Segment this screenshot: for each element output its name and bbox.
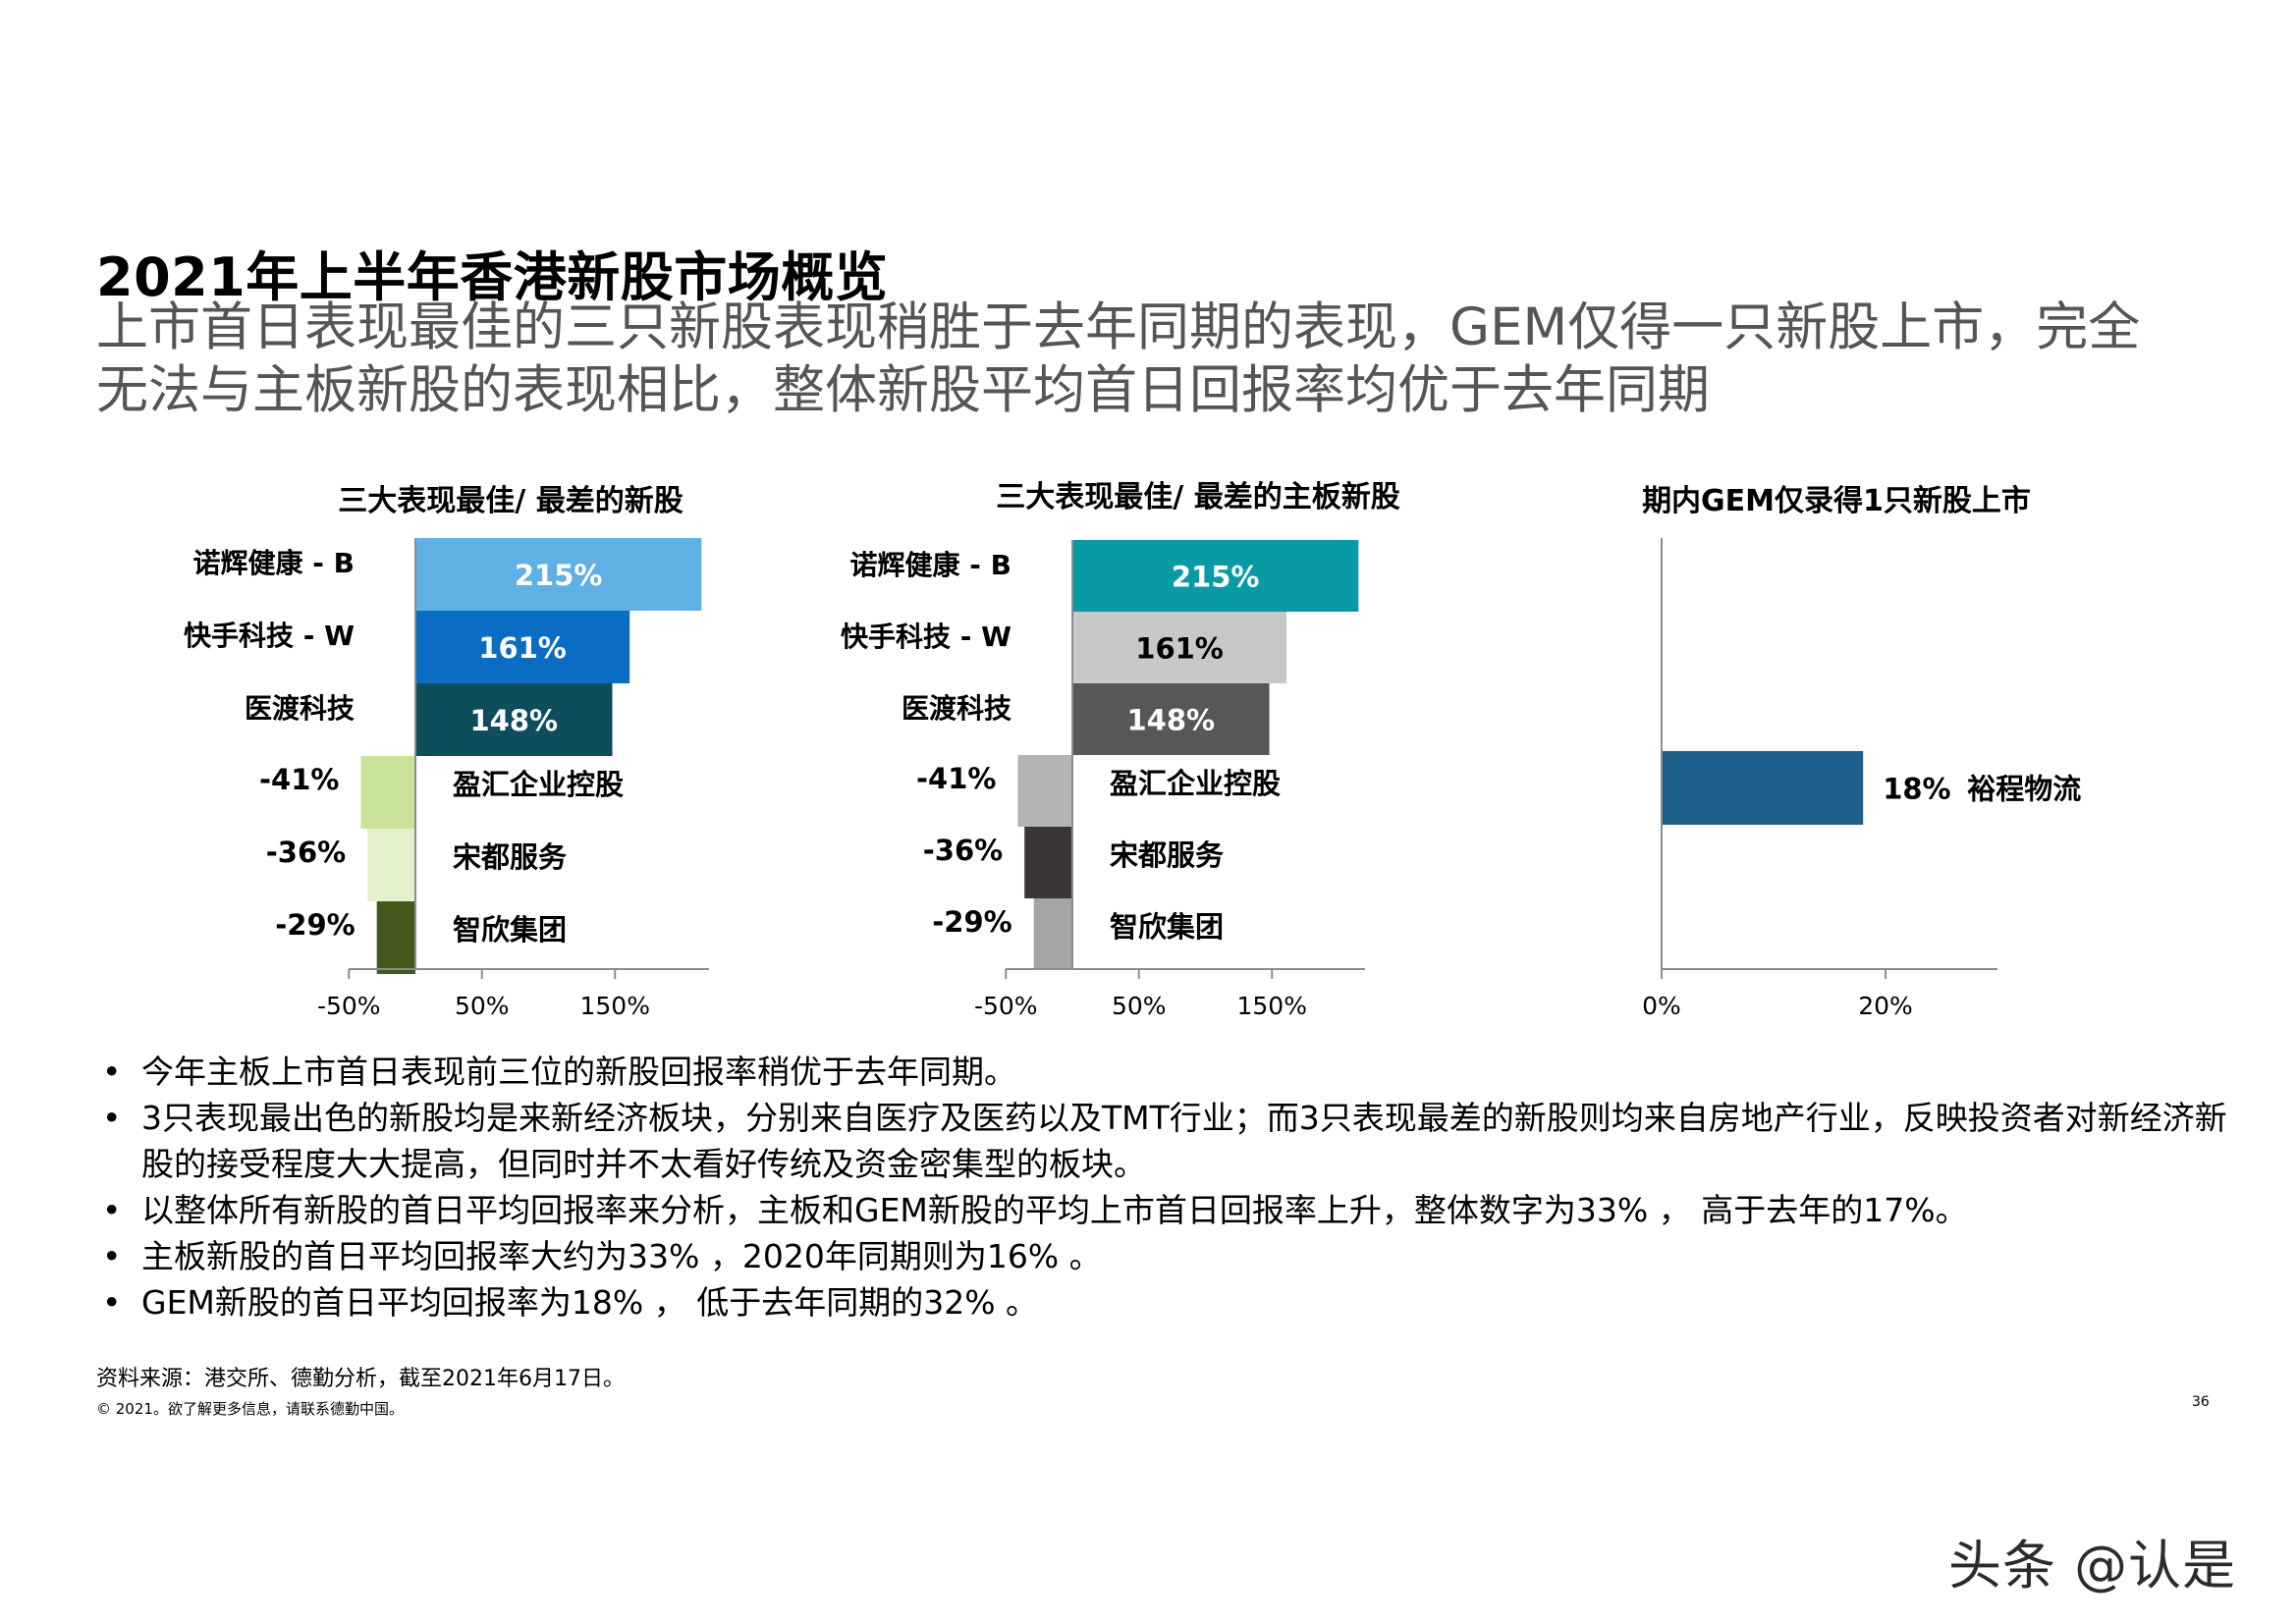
chart-1-bar [376, 901, 415, 974]
chart-3-bar [1662, 751, 1864, 825]
chart-3-tick-label: 20% [1858, 992, 1913, 1020]
chart-1-tick-label: 50% [455, 992, 510, 1020]
chart-3-tick-label: 0% [1642, 992, 1681, 1020]
bullet-item: • GEM新股的首日平均回报率为18% ， 低于去年同期的32% 。 [98, 1279, 2259, 1325]
chart-2-data-label: -41% [916, 762, 996, 795]
chart-2-category-label: 快手科技 - W [841, 621, 1011, 653]
chart-2-data-label: 215% [1172, 561, 1260, 594]
chart-1-bar [360, 756, 415, 829]
chart-2-bar [1072, 683, 1270, 755]
bullet-item: • 以整体所有新股的首日平均回报率来分析，主板和GEM新股的平均上市首日回报率上升… [98, 1187, 2259, 1233]
chart-2-axis: -50% 50% 150% [974, 540, 1365, 1020]
copyright-note: © 2021。欲了解更多信息，请联系德勤中国。 [96, 1400, 404, 1418]
chart-3-axis: 0% 20% [1642, 538, 1997, 1020]
chart-3-category-label: 裕程物流 [1967, 773, 2081, 806]
bullet-dot: • [102, 1283, 122, 1322]
chart-1-category-label: 快手科技 - W [184, 620, 355, 652]
chart-2-data-label: -29% [932, 905, 1011, 939]
chart-2-category-label: 医渡科技 [902, 692, 1011, 725]
chart-2-data-label: -36% [923, 834, 1003, 867]
bullet-item: • 3只表现最出色的新股均是来新经济板块，分别来自医疗及医药以及TMT行业；而3只… [98, 1095, 2259, 1187]
chart-2-category-label: 盈汇企业控股 [1110, 767, 1281, 800]
chart-2-bar [1017, 755, 1072, 827]
page-number: 36 [2192, 1394, 2210, 1410]
chart-2-tick-label: 150% [1237, 992, 1307, 1020]
chart-2: 三大表现最佳/ 最差的主板新股 215% 诺辉健康 - B 161% 快手科技 - W… [841, 480, 1400, 1020]
chart-1-category-label: 智欣集团 [453, 913, 567, 946]
chart-2-bars: 215% 诺辉健康 - B 161% 快手科技 - W 148% 医渡科技 -41% 盈汇企业… [841, 540, 1359, 970]
bullet-dot: • [102, 1237, 122, 1275]
chart-1-data-label: -36% [266, 836, 346, 869]
chart-1-data-label: -29% [275, 908, 355, 942]
bullet-list: • 今年主板上市首日表现前三位的新股回报率稍优于去年同期。 • 3只表现最出色的新股… [98, 1049, 2259, 1325]
chart-1-bar [415, 683, 613, 756]
chart-2-category-label: 智欣集团 [1110, 910, 1224, 944]
chart-1-category-label: 医渡科技 [245, 692, 355, 725]
chart-2-bar [1072, 540, 1359, 612]
bullet-item: • 今年主板上市首日表现前三位的新股回报率稍优于去年同期。 [98, 1049, 2259, 1095]
chart-2-data-label: 161% [1135, 632, 1224, 666]
chart-2-category-label: 宋都服务 [1110, 838, 1224, 872]
chart-1-tick-label: -50% [317, 992, 381, 1020]
chart-1-data-label: 215% [515, 559, 603, 592]
bullet-dot: • [102, 1191, 122, 1229]
chart-3-bars: 18% 裕程物流 [1662, 751, 2081, 825]
chart-1-data-label: -41% [259, 763, 339, 796]
chart-1-bar [415, 611, 630, 683]
chart-1-category-label: 盈汇企业控股 [453, 768, 624, 801]
watermark-text: 头条 @认是 [1948, 1535, 2237, 1596]
chart-3-title: 期内GEM仅录得1只新股上市 [1642, 484, 2031, 518]
source-note: 资料来源：港交所、德勤分析，截至2021年6月17日。 [96, 1367, 625, 1391]
chart-1: 三大表现最佳/ 最差的新股 215% 诺辉健康 - B 161% 快手科技 - W 14… [184, 484, 709, 1020]
chart-1-axis: -50% 50% 150% [317, 538, 709, 1020]
chart-2-data-label: 148% [1126, 704, 1215, 737]
chart-2-tick-label: 50% [1112, 992, 1167, 1020]
chart-1-tick-label: 150% [580, 992, 650, 1020]
chart-2-category-label: 诺辉健康 - B [850, 549, 1011, 581]
chart-2-bar [1033, 898, 1072, 970]
chart-3-data-label: 18% [1883, 773, 1950, 806]
chart-1-data-label: 148% [469, 704, 558, 737]
chart-1-category-label: 宋都服务 [453, 840, 567, 874]
bullet-dot: • [102, 1099, 122, 1137]
chart-2-title: 三大表现最佳/ 最差的主板新股 [996, 480, 1399, 514]
chart-2-tick-label: -50% [974, 992, 1038, 1020]
bullet-dot: • [102, 1053, 122, 1091]
charts-canvas: 三大表现最佳/ 最差的新股 215% 诺辉健康 - B 161% 快手科技 - W 14… [184, 480, 2081, 1020]
chart-2-bar [1072, 612, 1287, 683]
chart-1-data-label: 161% [478, 631, 567, 665]
chart-3: 期内GEM仅录得1只新股上市 18% 裕程物流 0% 20% [1642, 484, 2081, 1020]
bullet-item: • 主板新股的首日平均回报率大约为33% ，2020年同期则为16% 。 [98, 1233, 2259, 1279]
page-title: 2021年上半年香港新股市场概览 [96, 246, 889, 308]
page-subtitle: 上市首日表现最佳的三只新股表现稍胜于去年同期的表现，GEM仅得一只新股上市，完全… [96, 297, 2141, 420]
chart-1-title: 三大表现最佳/ 最差的新股 [338, 484, 683, 518]
chart-1-bar [367, 829, 415, 901]
chart-2-bar [1024, 827, 1072, 898]
chart-1-bar [415, 538, 702, 611]
chart-1-bars: 215% 诺辉健康 - B 161% 快手科技 - W 148% 医渡科技 -41% 盈汇企业… [184, 538, 702, 974]
chart-1-category-label: 诺辉健康 - B [193, 547, 355, 579]
